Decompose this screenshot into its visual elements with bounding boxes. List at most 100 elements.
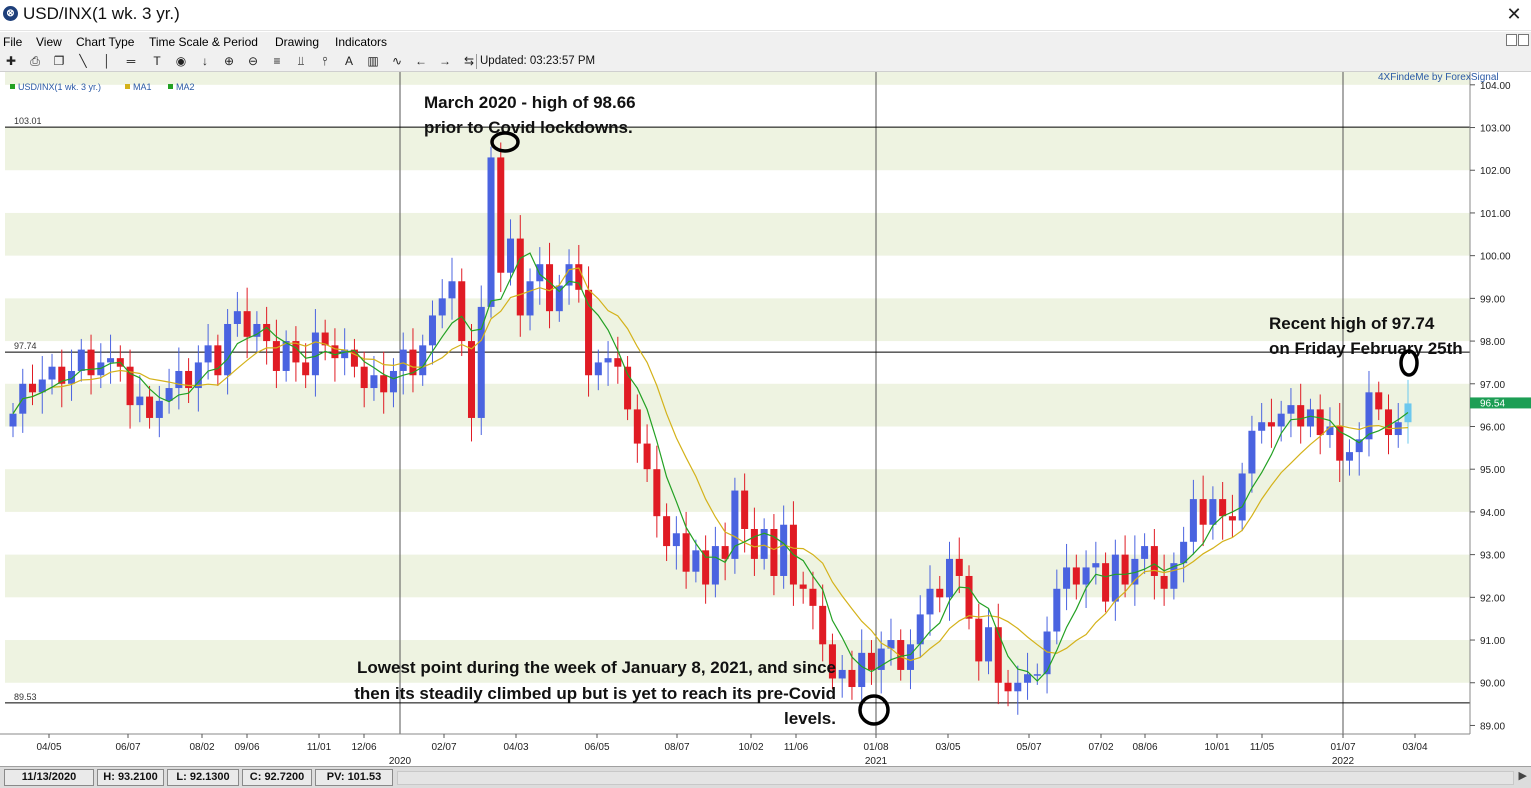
highlight-circle-lowest-point [858, 694, 890, 726]
annotation-line: March 2020 - high of 98.66 [424, 93, 636, 112]
trendline-tool-icon[interactable]: ╲ [79, 54, 87, 68]
candle-body [594, 362, 602, 376]
ma-fast-line [12, 252, 1409, 682]
candle-body [780, 524, 788, 576]
x-tick-label: 03/04 [1402, 742, 1427, 753]
candle-body [672, 533, 680, 547]
year-separators [399, 72, 1344, 734]
arrow-down-tool-icon[interactable]: ↓ [202, 54, 208, 68]
candle-body [1024, 674, 1032, 683]
candle-body [360, 366, 368, 389]
candle-body [272, 341, 280, 371]
candle-body [955, 558, 963, 576]
y-tick-label: 96.00 [1480, 422, 1505, 433]
candle-body [419, 345, 427, 376]
level-label: 89.53 [14, 692, 37, 702]
legend-series-label: USD/INX(1 wk. 3 yr.) [18, 82, 101, 92]
candle-body [1297, 405, 1305, 427]
horizontal-line-tool-icon[interactable]: ═ [126, 54, 136, 68]
candle-body [1355, 439, 1363, 453]
print-icon[interactable]: ⎙ [30, 54, 40, 68]
bar-chart-icon[interactable]: ▥ [367, 54, 379, 68]
candle-body [1316, 409, 1324, 436]
menu-indicators[interactable]: Indicators [335, 35, 388, 49]
candle-body [77, 349, 85, 371]
candle-body [48, 366, 56, 380]
menu-bar: File View Chart Type Time Scale & Period… [0, 32, 1531, 52]
pitchfork-tool-icon[interactable]: ⫯ [322, 54, 328, 68]
scroll-right-arrow-icon[interactable]: ▶ [1518, 770, 1527, 782]
circle-tool-icon[interactable]: ◉ [175, 54, 187, 68]
candle-body [1189, 499, 1197, 542]
close-button[interactable]: ✕ [1506, 4, 1522, 24]
fibonacci-tool-icon[interactable]: ≡ [273, 54, 281, 68]
candle-body [877, 648, 885, 670]
x-year-label: 2021 [865, 756, 888, 766]
candle-body [1287, 405, 1295, 414]
annotation-march-2020: March 2020 - high of 98.66 prior to Covi… [424, 93, 636, 137]
candle-body [1277, 413, 1285, 427]
menu-chart-type[interactable]: Chart Type [76, 35, 135, 49]
mdi-restore-icon[interactable] [1518, 34, 1529, 46]
vertical-line-tool-icon[interactable]: │ [103, 54, 111, 68]
x-tick-label: 02/07 [431, 742, 456, 753]
candle-body [721, 546, 729, 559]
candle-body [1306, 409, 1314, 427]
scroll-right-icon[interactable]: → [439, 54, 451, 68]
level-label: 97.74 [14, 341, 37, 351]
highlight-circle-march-2020 [490, 131, 520, 153]
candle-body [253, 323, 261, 337]
mdi-window-controls [1505, 33, 1529, 46]
fibonacci-fan-icon[interactable]: ⫫ [297, 54, 305, 68]
menu-view[interactable]: View [36, 35, 62, 49]
candle-body [1248, 430, 1256, 474]
legend-swatch-ma2 [168, 84, 173, 89]
x-tick-label: 10/02 [738, 742, 763, 753]
crosshair-tool-icon[interactable]: ✚ [5, 54, 17, 68]
candle-body [848, 669, 856, 688]
candle-body [1043, 631, 1051, 675]
price-chart[interactable]: 103.01 97.74 89.53 104.00 103.00 102.00 101.0… [0, 72, 1531, 766]
x-tick-label: 01/07 [1330, 742, 1355, 753]
menu-time-scale-period[interactable]: Time Scale & Period [149, 35, 258, 49]
y-tick-label: 92.00 [1480, 593, 1505, 604]
x-tick-label: 06/07 [115, 742, 140, 753]
candle-body [487, 157, 495, 307]
level-label: 103.01 [14, 116, 42, 126]
zoom-out-icon[interactable]: ⊖ [247, 54, 259, 68]
line-chart-icon[interactable]: ∿ [391, 54, 403, 68]
candle-body [185, 370, 193, 389]
candle-body [819, 605, 827, 645]
candle-body [741, 490, 749, 529]
candle-body [926, 588, 934, 615]
watermark-label: 4XFindeMe by ForexSignal [1378, 72, 1499, 83]
candle-body [1258, 422, 1266, 431]
legend: USD/INX(1 wk. 3 yr.) MA1 MA2 [10, 82, 195, 92]
candle-body [126, 366, 134, 406]
horizontal-scrollbar[interactable] [397, 771, 1514, 785]
candle-body [692, 550, 700, 572]
menu-file[interactable]: File [3, 35, 23, 49]
mdi-minimize-icon[interactable] [1506, 34, 1517, 46]
x-tick-label: 11/06 [784, 742, 809, 753]
zoom-in-icon[interactable]: ⊕ [223, 54, 235, 68]
status-pv: PV: 101.53 [315, 769, 393, 786]
candle-body [399, 349, 407, 371]
andrews-tool-icon[interactable]: A [344, 54, 353, 68]
x-tick-label: 04/05 [36, 742, 61, 753]
candle-body [994, 627, 1002, 683]
grid-band [5, 212, 1470, 256]
candle-body [263, 323, 271, 342]
candle-body [214, 345, 222, 376]
copy-icon[interactable]: ❐ [53, 54, 65, 68]
text-tool-icon[interactable]: T [153, 54, 161, 68]
scroll-left-icon[interactable]: ← [415, 54, 427, 68]
candle-body [633, 409, 641, 444]
auto-scroll-icon[interactable]: ⇆ [463, 54, 475, 68]
candle-body [1102, 563, 1110, 602]
grid-band [5, 383, 1470, 427]
candle-body [302, 362, 310, 376]
y-tick-label: 98.00 [1480, 337, 1505, 348]
menu-drawing[interactable]: Drawing [275, 35, 320, 49]
candle-body [965, 575, 973, 619]
